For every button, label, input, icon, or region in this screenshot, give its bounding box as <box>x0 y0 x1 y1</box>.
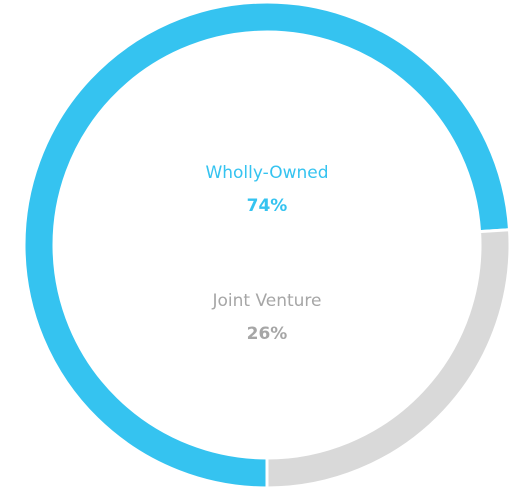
segment-name: Joint Venture <box>211 291 321 311</box>
segment-value-label: 26% <box>247 324 288 344</box>
donut-segment <box>265 228 512 489</box>
segment-name: Wholly-Owned <box>205 163 328 183</box>
donut-segment <box>22 0 512 489</box>
segment-value-label: 74% <box>247 196 288 216</box>
